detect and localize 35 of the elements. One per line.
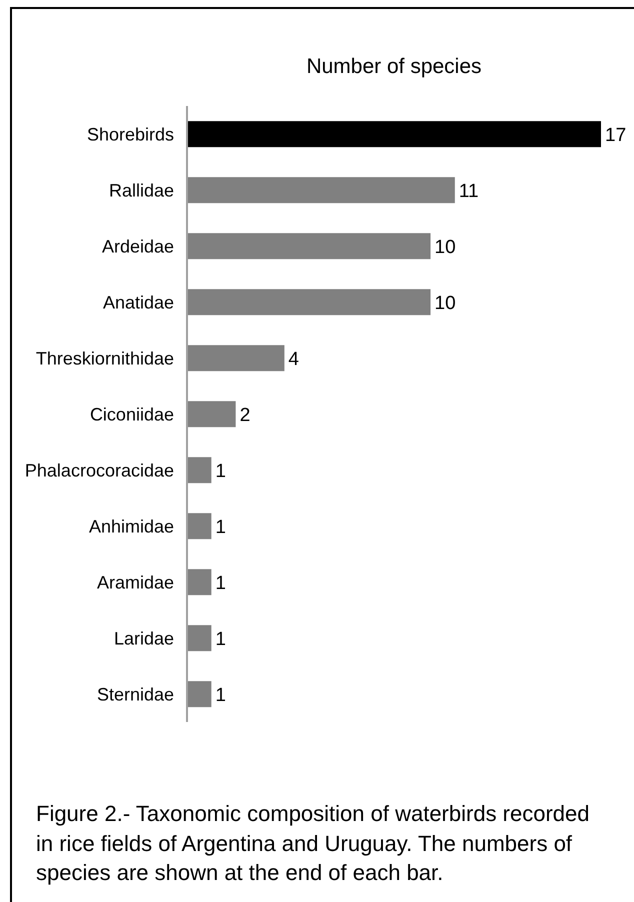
bar — [187, 177, 455, 204]
data-label: 2 — [240, 404, 250, 426]
y-tick-label: Aramidae — [96, 572, 174, 592]
bar — [187, 569, 212, 596]
data-label: 17 — [605, 124, 626, 146]
y-tick-label: Sternidae — [96, 684, 174, 704]
bar — [187, 289, 431, 316]
y-tick-label: Laridae — [114, 628, 174, 648]
y-tick-label: Ciconiidae — [90, 404, 174, 424]
data-label: 4 — [288, 348, 300, 370]
bar — [187, 121, 601, 148]
data-label: 1 — [215, 684, 226, 706]
data-label: 11 — [458, 180, 479, 202]
data-label: 10 — [434, 236, 456, 258]
chart-title: Number of species — [305, 55, 483, 79]
y-tick-label: Anhimidae — [88, 516, 174, 536]
data-label: 1 — [215, 516, 226, 538]
y-tick-label: Shorebirds — [86, 124, 174, 144]
bar — [187, 457, 212, 484]
bar — [187, 681, 212, 708]
y-tick-label: Rallidae — [108, 180, 174, 200]
caption: Figure 2.- Taxonomic composition of waterbirds recorded in rice fields of Argentina and Uruguay. The numbers of species are shown at the end of each bar. — [36, 800, 591, 887]
bar — [187, 401, 236, 428]
y-tick-label: Threskiornithidae — [36, 348, 174, 368]
bar — [187, 233, 431, 260]
bar — [187, 345, 284, 372]
y-tick-label: Phalacrocoracidae — [24, 460, 174, 480]
bar — [187, 513, 212, 540]
y-tick-label: Anatidae — [102, 292, 174, 312]
data-label: 1 — [215, 572, 226, 594]
bar — [187, 625, 212, 652]
data-label: 1 — [215, 460, 226, 482]
data-label: 10 — [434, 292, 456, 314]
y-tick-label: Ardeidae — [102, 236, 174, 256]
data-label: 1 — [215, 628, 226, 650]
